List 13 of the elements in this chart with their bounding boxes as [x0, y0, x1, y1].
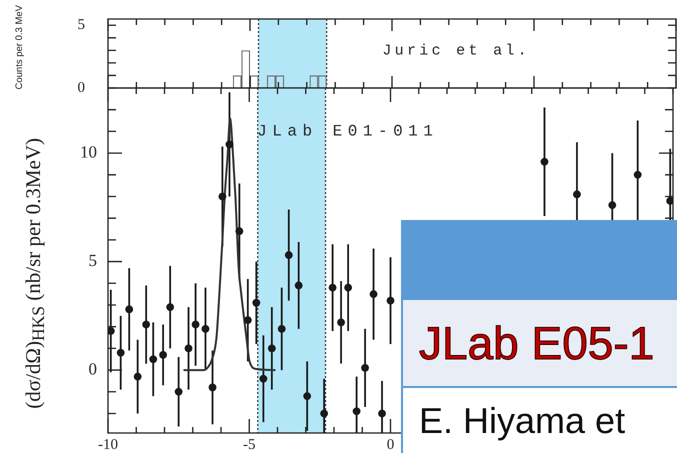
annotation: Juric et al.: [382, 42, 530, 60]
annotation: JLab E01-011: [257, 122, 438, 140]
y-tick-label: 5: [88, 251, 97, 270]
x-tick-label: 0: [386, 436, 394, 453]
y-tick-label: 5: [78, 17, 85, 34]
y-axis-title: Counts per 0.3 MeV: [14, 4, 24, 90]
x-tick-label: -10: [98, 436, 118, 453]
annotation: E. Hiyama et: [403, 386, 677, 453]
y-tick-label: 0: [78, 80, 85, 96]
x-tick-label: -5: [243, 436, 256, 453]
annotation: JLab E05-1: [403, 300, 677, 386]
y-tick-label: 0: [88, 360, 97, 379]
y-tick-label: 10: [80, 142, 97, 162]
